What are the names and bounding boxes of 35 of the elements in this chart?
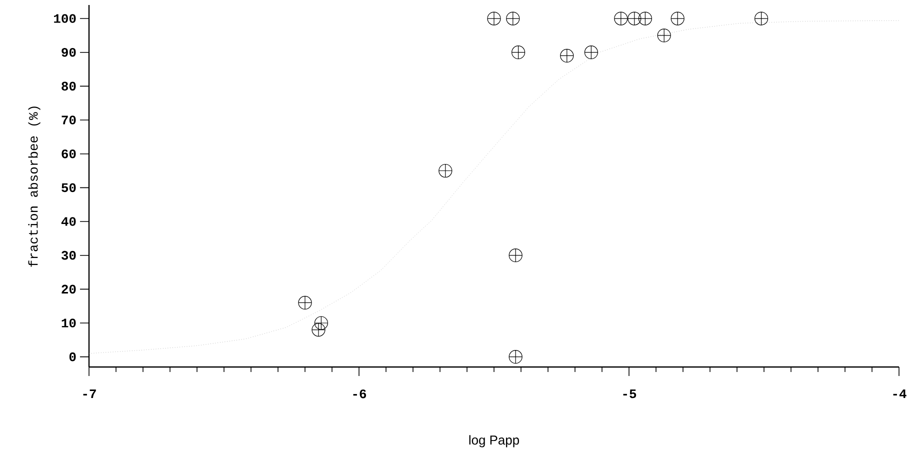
- y-axis-title: fraction absorbee (%): [28, 106, 40, 267]
- point: [638, 12, 652, 26]
- point: [560, 48, 574, 63]
- x-tick-label: -7: [83, 390, 96, 398]
- y-tick-label: 80: [62, 82, 76, 91]
- point: [506, 12, 520, 26]
- y-tick-label: 30: [62, 250, 76, 260]
- point: [487, 12, 501, 26]
- point: [754, 12, 768, 26]
- point: [314, 316, 328, 330]
- point: [508, 350, 522, 364]
- point: [628, 12, 642, 26]
- point: [438, 164, 452, 178]
- point: [312, 322, 326, 337]
- y-tick-label: 50: [62, 183, 76, 192]
- y-tick-label: 0: [69, 352, 76, 362]
- point: [584, 46, 598, 60]
- y-tick-label: 40: [61, 217, 76, 226]
- point: [512, 46, 526, 60]
- y-tick-label: 10: [62, 318, 76, 328]
- line-series: [88, 20, 900, 354]
- y-tick-label: 90: [62, 48, 76, 57]
- point: [614, 12, 628, 26]
- y-tick-label: 20: [62, 284, 76, 294]
- y-tick-label: 60: [62, 149, 76, 158]
- x-tick-label: -5: [623, 390, 636, 398]
- x-axis-title: log Papp: [469, 435, 520, 448]
- y-tick-label: 70: [62, 116, 76, 124]
- x-tick-label: -6: [353, 389, 366, 398]
- point: [508, 248, 522, 262]
- x-tick-label: -4: [893, 390, 906, 398]
- point: [657, 28, 671, 42]
- point: [670, 12, 684, 26]
- y-tick-label: 100: [54, 14, 76, 23]
- point: [298, 296, 312, 310]
